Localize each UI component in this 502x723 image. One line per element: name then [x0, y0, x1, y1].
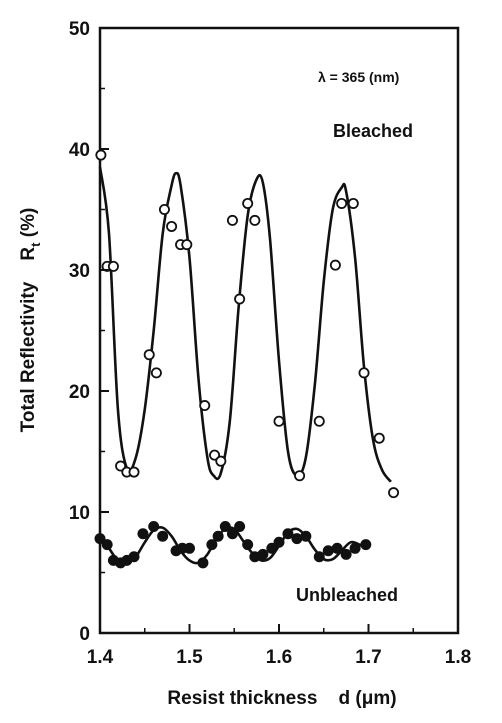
x-tick-label: 1.6: [266, 647, 292, 668]
y-axis-label: Total Reflectivity Rt (%): [18, 208, 43, 433]
bleached-point: [226, 214, 238, 226]
unbleached-annotation: Unbleached: [296, 585, 398, 605]
y-tick-label: 40: [69, 140, 90, 161]
bleached-point: [143, 349, 155, 361]
bleached-point: [273, 415, 285, 427]
unbleached-point: [322, 545, 334, 557]
bleached-point: [329, 259, 341, 271]
y-axis-label-subscript: t: [28, 242, 43, 247]
bleached-point: [166, 220, 178, 232]
y-axis-label-unit: (%): [18, 208, 39, 243]
unbleached-point: [226, 528, 238, 540]
unbleached-point: [219, 521, 231, 533]
y-tick-label: 10: [69, 503, 90, 524]
unbleached-point: [94, 533, 106, 545]
axis-ticks: 1.4 1.5 1.6 1.7 1.8 0 10 20 30 40 50: [69, 19, 471, 668]
y-tick-label: 30: [69, 261, 90, 282]
bleached-point: [150, 367, 162, 379]
unbleached-point: [183, 542, 195, 554]
wavelength-annotation: λ = 365 (nm): [318, 69, 399, 85]
bleached-point: [128, 466, 140, 478]
unbleached-point: [313, 551, 325, 563]
unbleached-point: [206, 539, 218, 551]
unbleached-point: [197, 557, 209, 569]
x-tick-label: 1.7: [355, 647, 381, 668]
bleached-fit-line: [98, 166, 392, 483]
x-tick-label: 1.5: [176, 647, 203, 668]
data-markers: [94, 149, 400, 569]
unbleached-point: [157, 530, 169, 542]
unbleached-point: [148, 521, 160, 533]
unbleached-point: [340, 548, 352, 560]
bleached-point: [158, 203, 170, 215]
bleached-point: [347, 197, 359, 209]
unbleached-point: [242, 539, 254, 551]
y-tick-label: 0: [79, 624, 90, 645]
unbleached-point: [300, 530, 312, 542]
bleached-point: [95, 149, 107, 161]
x-tick-label: 1.8: [445, 647, 471, 668]
unbleached-point: [234, 521, 246, 533]
unbleached-point: [128, 551, 140, 563]
unbleached-point: [137, 528, 149, 540]
bleached-point: [313, 415, 325, 427]
unbleached-point: [360, 539, 372, 551]
y-axis-label-main: Total Reflectivity R: [18, 247, 39, 433]
unbleached-point: [101, 539, 113, 551]
bleached-point: [215, 455, 227, 467]
bleached-point: [181, 239, 193, 251]
bleached-point: [107, 260, 119, 272]
bleached-point: [388, 487, 400, 499]
bleached-point: [234, 293, 246, 305]
unbleached-point: [257, 548, 269, 560]
unbleached-point: [291, 533, 303, 545]
unbleached-point: [331, 542, 343, 554]
unbleached-point: [282, 528, 294, 540]
bleached-point: [242, 197, 254, 209]
unbleached-point: [273, 536, 285, 548]
y-tick-label: 20: [69, 382, 90, 403]
bleached-point: [336, 197, 348, 209]
x-axis-label: Resist thickness d (μm): [167, 688, 396, 709]
unbleached-point: [212, 530, 224, 542]
y-tick-label: 50: [69, 19, 90, 40]
bleached-annotation: Bleached: [333, 121, 413, 141]
bleached-point: [373, 432, 385, 444]
bleached-point: [294, 470, 306, 482]
x-tick-label: 1.4: [87, 647, 114, 668]
unbleached-point: [349, 542, 361, 554]
bleached-point: [249, 214, 261, 226]
fit-lines: [98, 166, 392, 565]
unbleached-point: [266, 542, 278, 554]
bleached-point: [199, 400, 211, 412]
bleached-point: [358, 367, 370, 379]
